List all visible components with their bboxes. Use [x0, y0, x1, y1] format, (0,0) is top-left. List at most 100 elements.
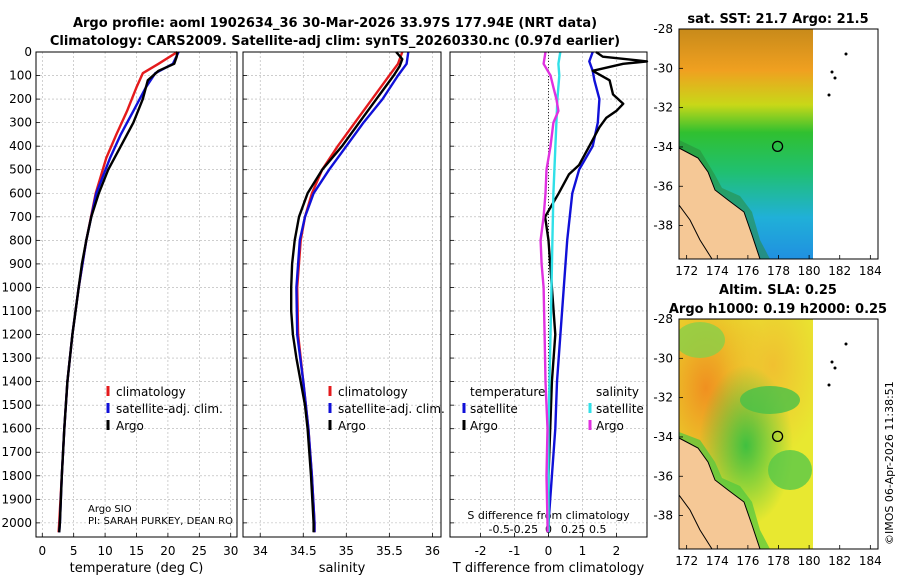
legend-label: satellite	[470, 402, 518, 416]
x-axis-label: salinity	[319, 561, 366, 576]
title-line-1: Argo profile: aoml 1902634_36 30-Mar-202…	[73, 16, 597, 31]
map-x-tick-label: 174	[706, 554, 729, 568]
legend-label: satellite-adj. clim.	[116, 402, 223, 416]
sla-map-ticks: 172 174 176 178 180 182 184 -28 -30 -32 -34 -36 -38	[653, 312, 881, 568]
sla-map-title-1: Altim. SLA: 0.25	[719, 283, 837, 298]
sst-map-title: sat. SST: 21.7 Argo: 21.5	[687, 12, 868, 27]
map-x-tick-label: 176	[736, 264, 759, 278]
legend-label: Argo	[470, 419, 498, 433]
y-tick-label: 0	[24, 45, 32, 59]
series-line-climatology	[57, 50, 178, 533]
sst-map-ticks: 172 174 176 178 180 182 184 -28 -30 -32 -34 -36 -38	[653, 22, 881, 278]
y-tick-label: 2000	[1, 516, 32, 530]
map-y-tick-label: -32	[653, 391, 673, 405]
y-tick-label: 1200	[1, 328, 32, 342]
x-tick-label: 35.5	[376, 544, 403, 558]
y-tick-label: 800	[9, 233, 32, 247]
y-tick-label: 1300	[1, 351, 32, 365]
sla-map-title-2: Argo h1000: 0.19 h2000: 0.25	[669, 302, 887, 317]
x-tick-label: 25	[192, 544, 207, 558]
panel-frame	[242, 51, 442, 538]
island-marker	[830, 70, 834, 74]
y-tick-label: 500	[9, 163, 32, 177]
pi-note: PI: SARAH PURKEY, DEAN RO	[88, 516, 233, 527]
x-tick-label: 10	[97, 544, 112, 558]
y-tick-label: 100	[9, 69, 32, 83]
y-tick-label: 1400	[1, 375, 32, 389]
island-marker	[830, 360, 834, 364]
panel-salinity: 34 34.5 35 35.5 36 salinity climatology satelli…	[242, 51, 445, 576]
x-axis-label: temperature (deg C)	[70, 561, 204, 576]
x-tick-label: 30	[223, 544, 238, 558]
sst-map: sat. SST: 21.7 Argo: 21.5 172 174 176 178 18…	[653, 12, 881, 278]
map-x-tick-label: 176	[736, 554, 759, 568]
series-line-salinity-satellite	[547, 51, 562, 533]
y-tick-label: 600	[9, 186, 32, 200]
y-tick-label: 1000	[1, 280, 32, 294]
y-tick-label: 1800	[1, 469, 32, 483]
map-y-tick-label: -34	[653, 430, 673, 444]
top-tick-label: -0.25	[510, 523, 538, 536]
map-x-tick-label: 172	[675, 264, 698, 278]
data-center-note: Argo SIO	[88, 504, 132, 515]
legend-title: temperature	[470, 385, 545, 399]
map-x-tick-label: 184	[859, 554, 882, 568]
map-y-tick-label: -36	[653, 179, 673, 193]
island-marker	[833, 366, 837, 370]
series-line-argo	[290, 51, 404, 533]
series-line-argo	[58, 51, 179, 533]
y-tick-label: 1600	[1, 422, 32, 436]
panel-temperature: 0100200300400500600700800900100011001200…	[1, 45, 238, 576]
y-tick-label: 1100	[1, 304, 32, 318]
map-y-tick-label: -30	[653, 61, 673, 75]
new-zealand-land	[679, 147, 761, 259]
x-tick-label: 15	[129, 544, 144, 558]
map-x-tick-label: 178	[767, 554, 790, 568]
island-marker	[827, 93, 831, 97]
legend-label: Argo	[116, 419, 144, 433]
map-y-tick-label: -34	[653, 140, 673, 154]
map-x-tick-label: 178	[767, 264, 790, 278]
series-line-temperature-argo	[543, 51, 649, 533]
map-x-tick-label: 174	[706, 264, 729, 278]
top-tick-label: -0.5	[489, 523, 510, 536]
y-tick-label: 1500	[1, 398, 32, 412]
sla-map: Altim. SLA: 0.25 Argo h1000: 0.19 h2000:…	[653, 283, 887, 568]
series-line-salinity-argo	[539, 51, 560, 533]
float-position-marker	[771, 140, 784, 153]
y-tick-label: 700	[9, 210, 32, 224]
map-y-tick-label: -28	[653, 312, 673, 326]
legend-label: Argo	[596, 419, 624, 433]
panel-frame	[449, 51, 648, 538]
island-marker	[844, 342, 848, 346]
x-tick-label: 34.5	[290, 544, 317, 558]
float-position-marker-2	[771, 430, 784, 443]
x-tick-label: 35	[339, 544, 354, 558]
y-tick-label: 1900	[1, 492, 32, 506]
island-marker	[844, 52, 848, 56]
legend-label: climatology	[116, 385, 186, 399]
x-tick-label: 2	[613, 544, 621, 558]
map-x-tick-label: 184	[859, 264, 882, 278]
map-y-tick-label: -32	[653, 101, 673, 115]
y-tick-label: 300	[9, 116, 32, 130]
y-tick-label: 400	[9, 139, 32, 153]
y-tick-label: 1700	[1, 445, 32, 459]
x-tick-label: 1	[579, 544, 587, 558]
legend-title: salinity	[596, 385, 639, 399]
map-y-tick-label: -36	[653, 469, 673, 483]
title-line-2: Climatology: CARS2009. Satellite-adj cli…	[50, 34, 620, 49]
series-line-climatology	[296, 51, 404, 533]
panel-difference: -2 -1 0 1 2-0.5 -0.25 0 0.25 0.5S difference fro…	[449, 51, 649, 576]
y-tick-label: 200	[9, 92, 32, 106]
map-x-tick-label: 182	[828, 264, 851, 278]
x-tick-label: -2	[475, 544, 487, 558]
profile-panels: 0100200300400500600700800900100011001200…	[1, 45, 649, 576]
map-x-tick-label: 180	[798, 264, 821, 278]
map-y-tick-label: -30	[653, 351, 673, 365]
legend-label: Argo	[338, 419, 366, 433]
map-y-tick-label: -38	[653, 219, 673, 233]
new-zealand-land-2	[679, 437, 761, 549]
top-tick-label: 0.5	[589, 523, 607, 536]
